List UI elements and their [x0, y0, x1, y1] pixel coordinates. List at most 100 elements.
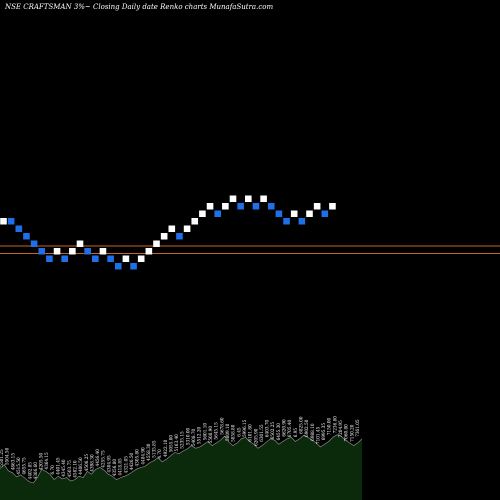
renko-brick-up [153, 240, 160, 247]
renko-brick-up [260, 195, 267, 202]
volume-value-label: 6988.10 [310, 423, 315, 441]
volume-value-label: 4582.10 [72, 460, 77, 478]
renko-brick-down [92, 255, 99, 262]
chart-header: NSE CRAFTSMAN 3%~ Closing Daily date Ren… [4, 3, 273, 11]
renko-brick-down [283, 218, 290, 225]
renko-brick-down [214, 210, 221, 217]
renko-brick-up [183, 225, 191, 232]
renko-brick-up [145, 248, 153, 255]
volume-value-label: 6101.80 [248, 424, 253, 442]
volume-value-label: 6705.40 [287, 420, 292, 438]
volume-value-label: 7236.80 [332, 416, 337, 434]
renko-brick-down [15, 225, 23, 232]
volume-value-label: 4356.80 [112, 459, 117, 477]
volume-value-label: 5512.20 [197, 426, 202, 444]
volume-value-label: 6825.00 [298, 416, 303, 434]
renko-brick-up [199, 210, 206, 217]
volume-value-label: 6403.70 [265, 419, 270, 437]
renko-brick-down [321, 210, 329, 217]
renko-brick-down [252, 203, 260, 210]
volume-value-label: 7150.20 [349, 424, 354, 442]
volume-value-label: 7060.80 [344, 424, 349, 442]
renko-brick-down [130, 263, 137, 270]
volume-value-label: 4503.75 [67, 460, 72, 478]
volume-value-label: 6.70 [50, 465, 55, 475]
volume-value-label: 6.45 [236, 427, 241, 437]
renko-brick-down [298, 218, 306, 225]
volume-value-label: 6301.55 [259, 424, 264, 442]
renko-brick-down [30, 240, 38, 247]
volume-value-label: 6902.50 [304, 419, 309, 437]
volume-value-label: 5310.00 [185, 427, 190, 445]
volume-value-label: 6502.25 [270, 422, 275, 440]
volume-area-fill [0, 434, 362, 500]
volume-value-label: 7101.45 [315, 426, 320, 444]
renko-brick-up [168, 225, 176, 232]
renko-brick-down [46, 255, 53, 262]
volume-value-label: 5809.10 [225, 423, 230, 441]
volume-value-label: 5504.50 [5, 447, 10, 465]
volume-value-label: 4426.50 [129, 452, 134, 470]
volume-value-label: 4863.15 [10, 453, 15, 471]
renko-brick-down [267, 203, 275, 210]
volume-value-label: 4456.40 [95, 449, 100, 467]
volume-value-label: 4406.50 [78, 457, 83, 475]
renko-brick-down [237, 203, 244, 210]
renko-brick-up [76, 240, 84, 247]
volume-value-label: 7361.05 [355, 419, 360, 437]
renko-brick-down [38, 248, 46, 255]
renko-brick-up [306, 210, 313, 217]
volume-value-label: 4364.15 [44, 452, 49, 470]
volume-line [0, 434, 363, 484]
volume-value-label: 4558.30 [146, 443, 151, 461]
volume-value-label: 6620.90 [282, 419, 287, 437]
volume-value-label: 7204.95 [338, 420, 343, 438]
renko-brick-up [290, 210, 298, 217]
volume-value-label: 4515.50 [16, 457, 21, 475]
volume-value-label: 5601.10 [202, 423, 207, 441]
volume-value-label: 5163.40 [174, 434, 179, 452]
renko-brick-down [61, 255, 68, 262]
renko-brick-up [222, 203, 229, 210]
renko-brick-up [137, 255, 145, 262]
volume-value-label: 5055.00 [169, 435, 174, 453]
reference-lines [0, 245, 500, 254]
volume-value-label: 5858.80 [231, 424, 236, 442]
renko-brick-up [99, 248, 107, 255]
volume-value-label: 6205.90 [253, 428, 258, 446]
volume-value-label: 5408.70 [191, 429, 196, 447]
volume-value-label: 6455.30 [276, 423, 281, 441]
volume-value-label: 4304.95 [106, 455, 111, 473]
volume-value-label: 4418.85 [118, 458, 123, 476]
volume-value-label: 4922.10 [163, 439, 168, 457]
renko-brick-up [53, 248, 61, 255]
volume-value-label: 6995.35 [321, 423, 326, 441]
renko-bricks [0, 195, 336, 270]
renko-brick-down [107, 255, 114, 262]
volume-value-label: 4366.60 [33, 462, 38, 480]
volume-value-label: 5508.90 [208, 426, 213, 444]
volume-value-label: 4506.25 [84, 454, 89, 472]
renko-brick-up [206, 203, 214, 210]
volume-value-label: 5135.85 [152, 440, 157, 458]
volume-value-label: 4655.75 [22, 457, 27, 475]
volume-value-label: 4402.85 [27, 462, 32, 480]
renko-brick-up [191, 218, 199, 225]
volume-value-label: 4321.05 [123, 456, 128, 474]
volume-value-label: 4401.45 [56, 457, 61, 475]
renko-brick-down [275, 210, 283, 217]
renko-brick-up [69, 248, 76, 255]
volume-value-label: 5645.15 [214, 422, 219, 440]
renko-brick-up [229, 195, 237, 202]
renko-brick-up [122, 255, 130, 262]
renko-brick-down [23, 233, 30, 240]
volume-value-label: 4205.50 [39, 452, 44, 470]
renko-brick-up [313, 203, 321, 210]
volume-value-label: 4484.90 [140, 447, 145, 465]
renko-brick-down [84, 248, 91, 255]
renko-brick-up [329, 203, 336, 210]
renko-brick-down [7, 218, 15, 225]
volume-value-label: 4.70 [157, 449, 162, 459]
volume-value-label: 7150.00 [327, 418, 332, 436]
